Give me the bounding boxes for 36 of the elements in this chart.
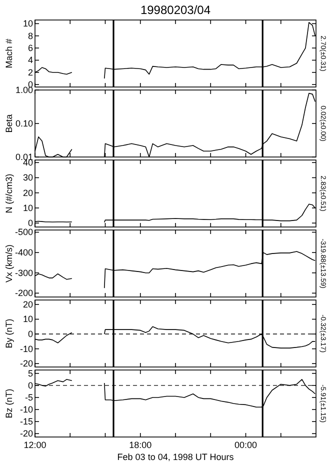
- y-axis-title: Bz (nT): [4, 388, 14, 418]
- y-tick-label: 5: [28, 368, 33, 378]
- y-tick-label: -10: [20, 404, 33, 414]
- y-tick-label: 0: [28, 328, 33, 339]
- y-tick-label: -10: [20, 344, 33, 354]
- y-tick-label: 10: [22, 18, 33, 29]
- y-tick-label: -500: [14, 227, 33, 238]
- y-tick-label: 30: [22, 172, 33, 183]
- chart-title: 19980203/04: [140, 3, 211, 17]
- x-axis-title: Feb 03 to 04, 1998 UT Hours: [117, 452, 234, 462]
- y-axis-title: Beta: [4, 114, 14, 133]
- y-axis-title: N (#/cm3): [4, 174, 14, 214]
- y-axis-title: By (nT): [4, 318, 14, 348]
- y-tick-label: 10: [22, 314, 33, 324]
- y-tick-label: -300: [14, 268, 33, 278]
- y-tick-label: 0: [28, 380, 33, 390]
- y-tick-label: 0.10: [15, 118, 33, 128]
- y-tick-label: -5: [24, 392, 33, 402]
- y-tick-label: -15: [20, 416, 33, 427]
- y-tick-label: -20: [20, 428, 33, 439]
- y-tick-label: 2: [28, 67, 33, 78]
- y-tick-label: 0: [28, 218, 33, 228]
- y-tick-label: -20: [20, 358, 33, 369]
- x-tick-label: 12:00: [24, 440, 46, 450]
- y-tick-label: 8: [28, 30, 33, 41]
- y-tick-label: 6: [28, 42, 33, 53]
- y-tick-label: 20: [22, 188, 33, 198]
- y-tick-label: -200: [14, 288, 33, 298]
- y-tick-label: 20: [22, 299, 33, 310]
- y-tick-label: -400: [14, 248, 33, 258]
- x-tick-label: 18:00: [129, 440, 152, 450]
- x-tick-label: 00:00: [234, 440, 258, 450]
- y-axis-title: Vx (km/s): [4, 244, 14, 282]
- y-tick-label: 10: [22, 202, 33, 213]
- y-axis-title: Mach #: [4, 38, 14, 68]
- y-tick-label: 4: [28, 55, 33, 66]
